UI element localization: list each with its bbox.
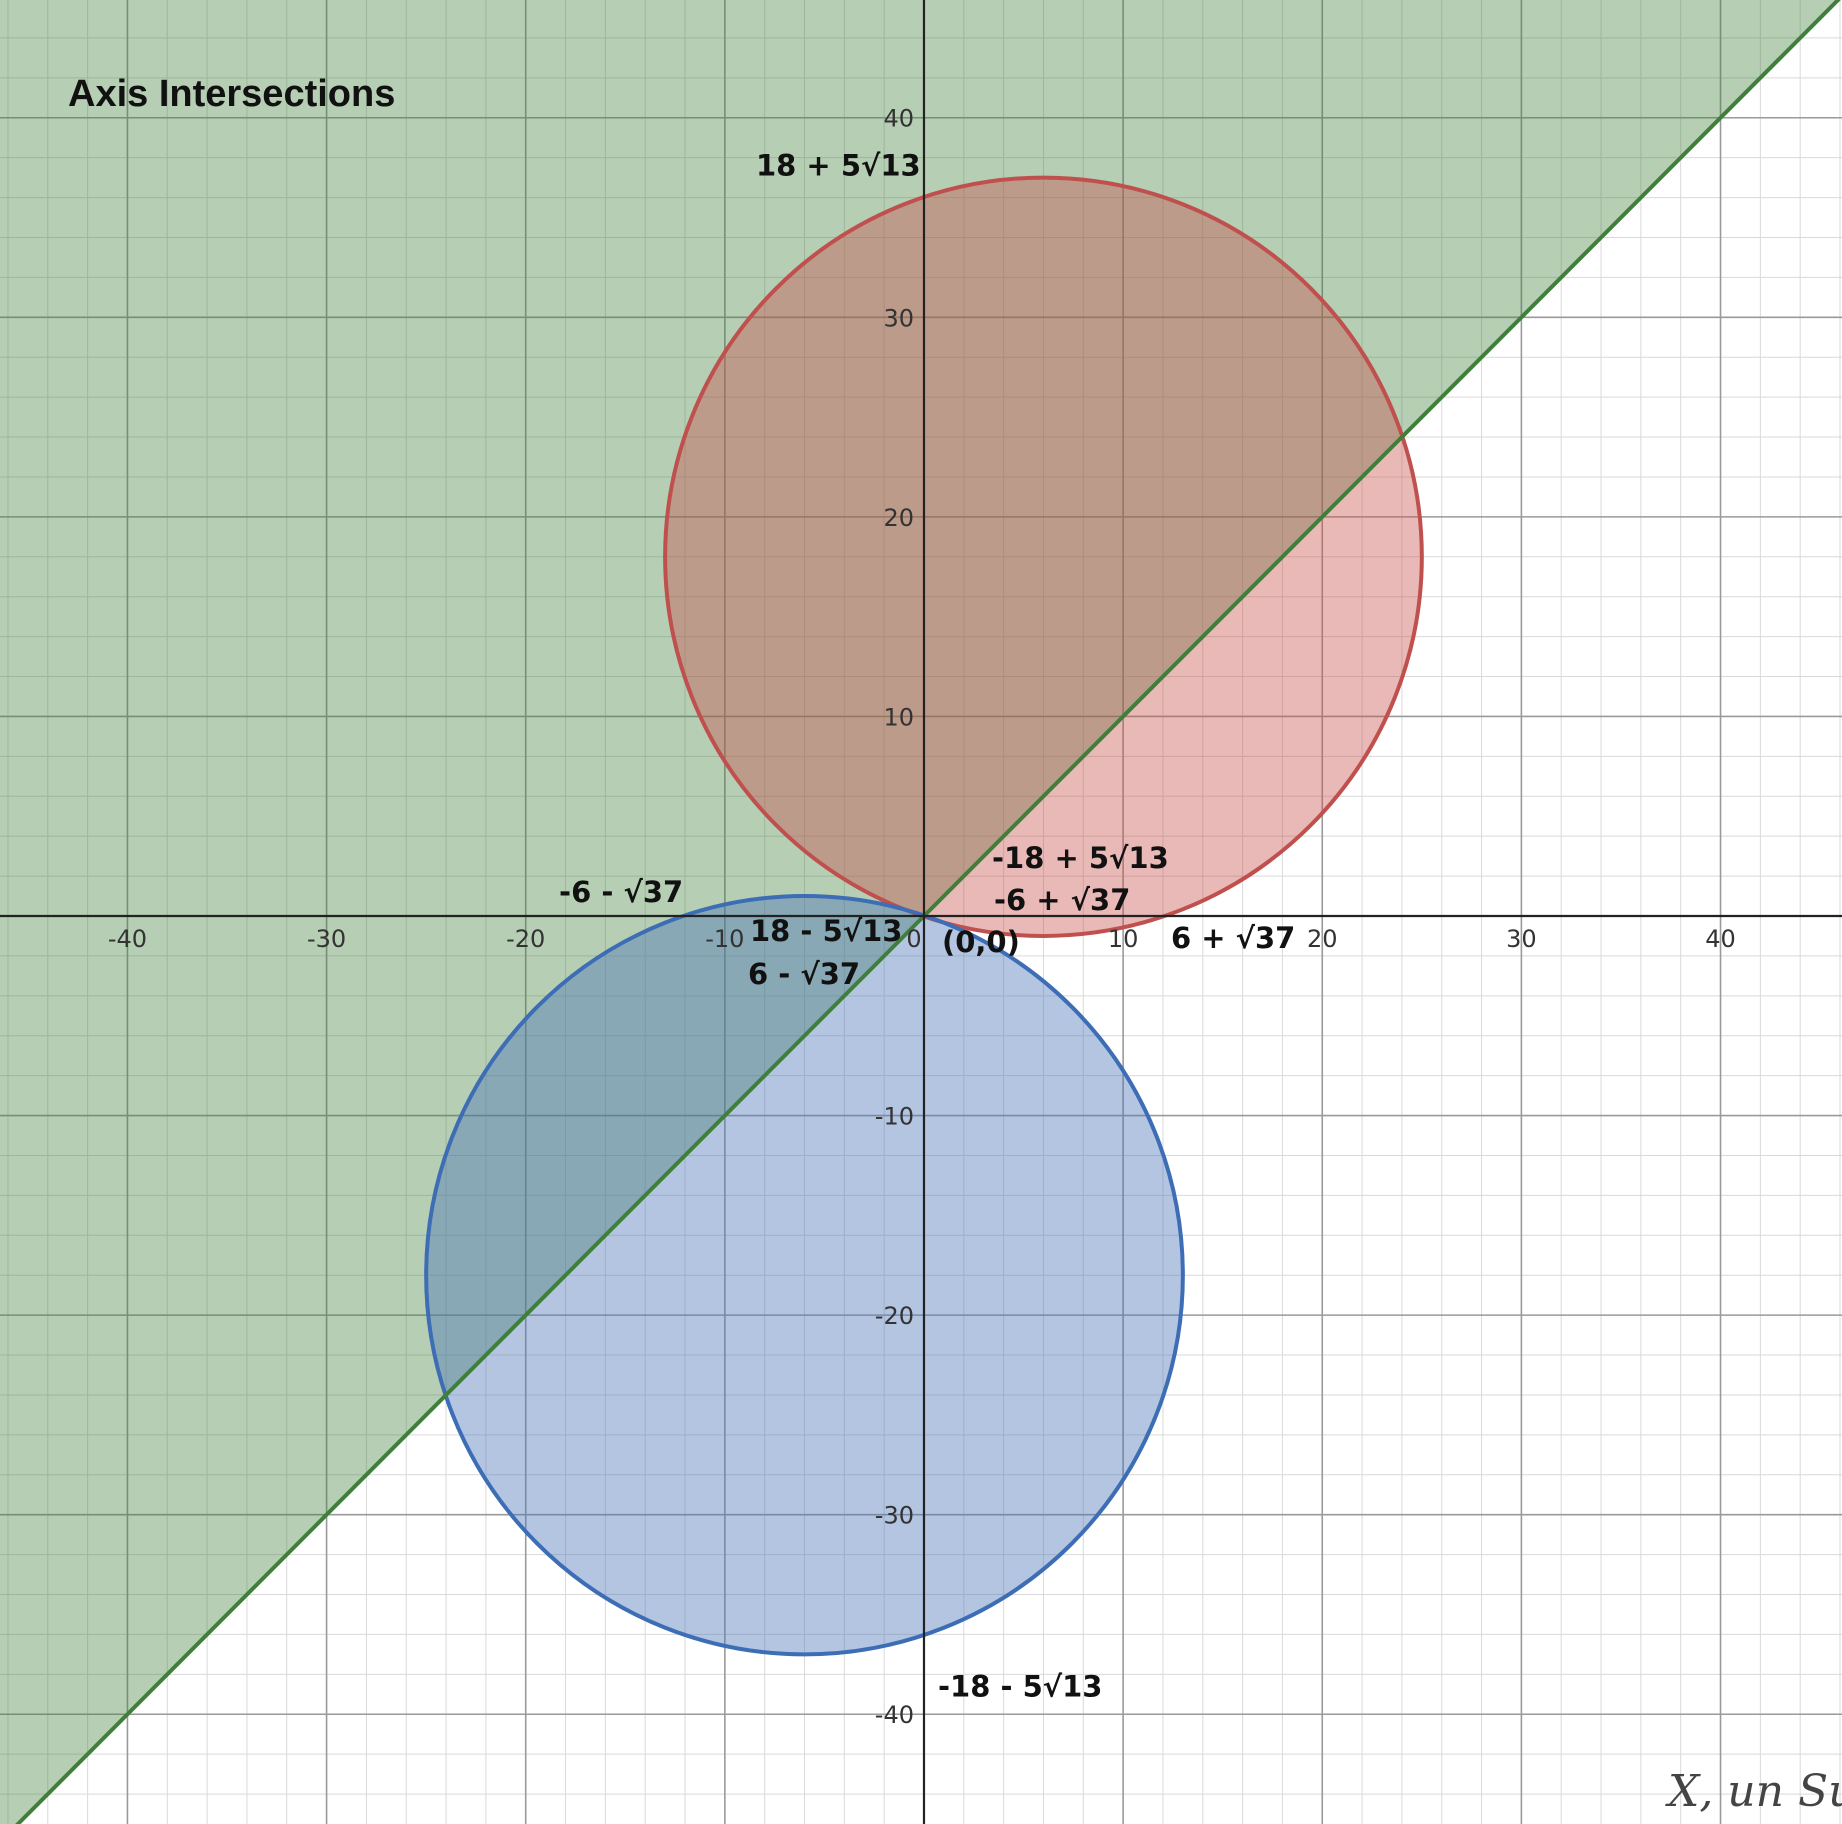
x-tick-label: -40 (108, 925, 147, 953)
x-tick-label: -20 (506, 925, 545, 953)
annotations: 18 + 5√13 -6 - √37 -18 + 5√13 -6 + √37 18 - … (559, 149, 1295, 1704)
circle-outline-2 (424, 894, 1185, 1657)
x-tick-label: 10 (1108, 925, 1139, 953)
circle-region-2 (426, 896, 1183, 1655)
y-tick-label: -40 (875, 1701, 914, 1729)
annotation-label: -6 + √37 (994, 883, 1130, 917)
annotation-label: -18 + 5√13 (992, 841, 1169, 875)
annotation-label: 6 + √37 (1171, 921, 1295, 955)
x-tick-label: -30 (307, 925, 346, 953)
y-tick-label: 20 (883, 504, 914, 532)
chart-title: Axis Intersections (68, 73, 395, 115)
y-tick-label: 40 (883, 105, 914, 133)
annotation-label: (0,0) (942, 925, 1020, 959)
x-tick-label: -10 (705, 925, 744, 953)
annotation-label: -18 - 5√13 (938, 1669, 1103, 1703)
y-tick-label: 10 (883, 703, 914, 731)
circle-outline-1 (663, 175, 1424, 938)
x-tick-label: 40 (1705, 925, 1736, 953)
y-tick-label: 30 (883, 304, 914, 332)
y-tick-label: -30 (875, 1502, 914, 1530)
y-tick-label: -10 (875, 1103, 914, 1131)
annotation-label: 6 - √37 (748, 957, 860, 991)
y-tick-label: -20 (875, 1302, 914, 1330)
signature: X, un Sun (1665, 1766, 1842, 1817)
tick-labels: -40 -30 -20 -10 0 10 20 30 40 -40 -30 -20 -10 10 20 30 4… (108, 105, 1736, 1729)
x-tick-label: 0 (906, 925, 921, 953)
annotation-label: 18 + 5√13 (756, 149, 921, 183)
x-tick-label: 20 (1307, 925, 1338, 953)
circle-region-1 (665, 177, 1422, 936)
x-tick-label: 30 (1506, 925, 1537, 953)
annotation-label: -6 - √37 (559, 875, 683, 909)
annotation-label: 18 - 5√13 (750, 914, 902, 948)
